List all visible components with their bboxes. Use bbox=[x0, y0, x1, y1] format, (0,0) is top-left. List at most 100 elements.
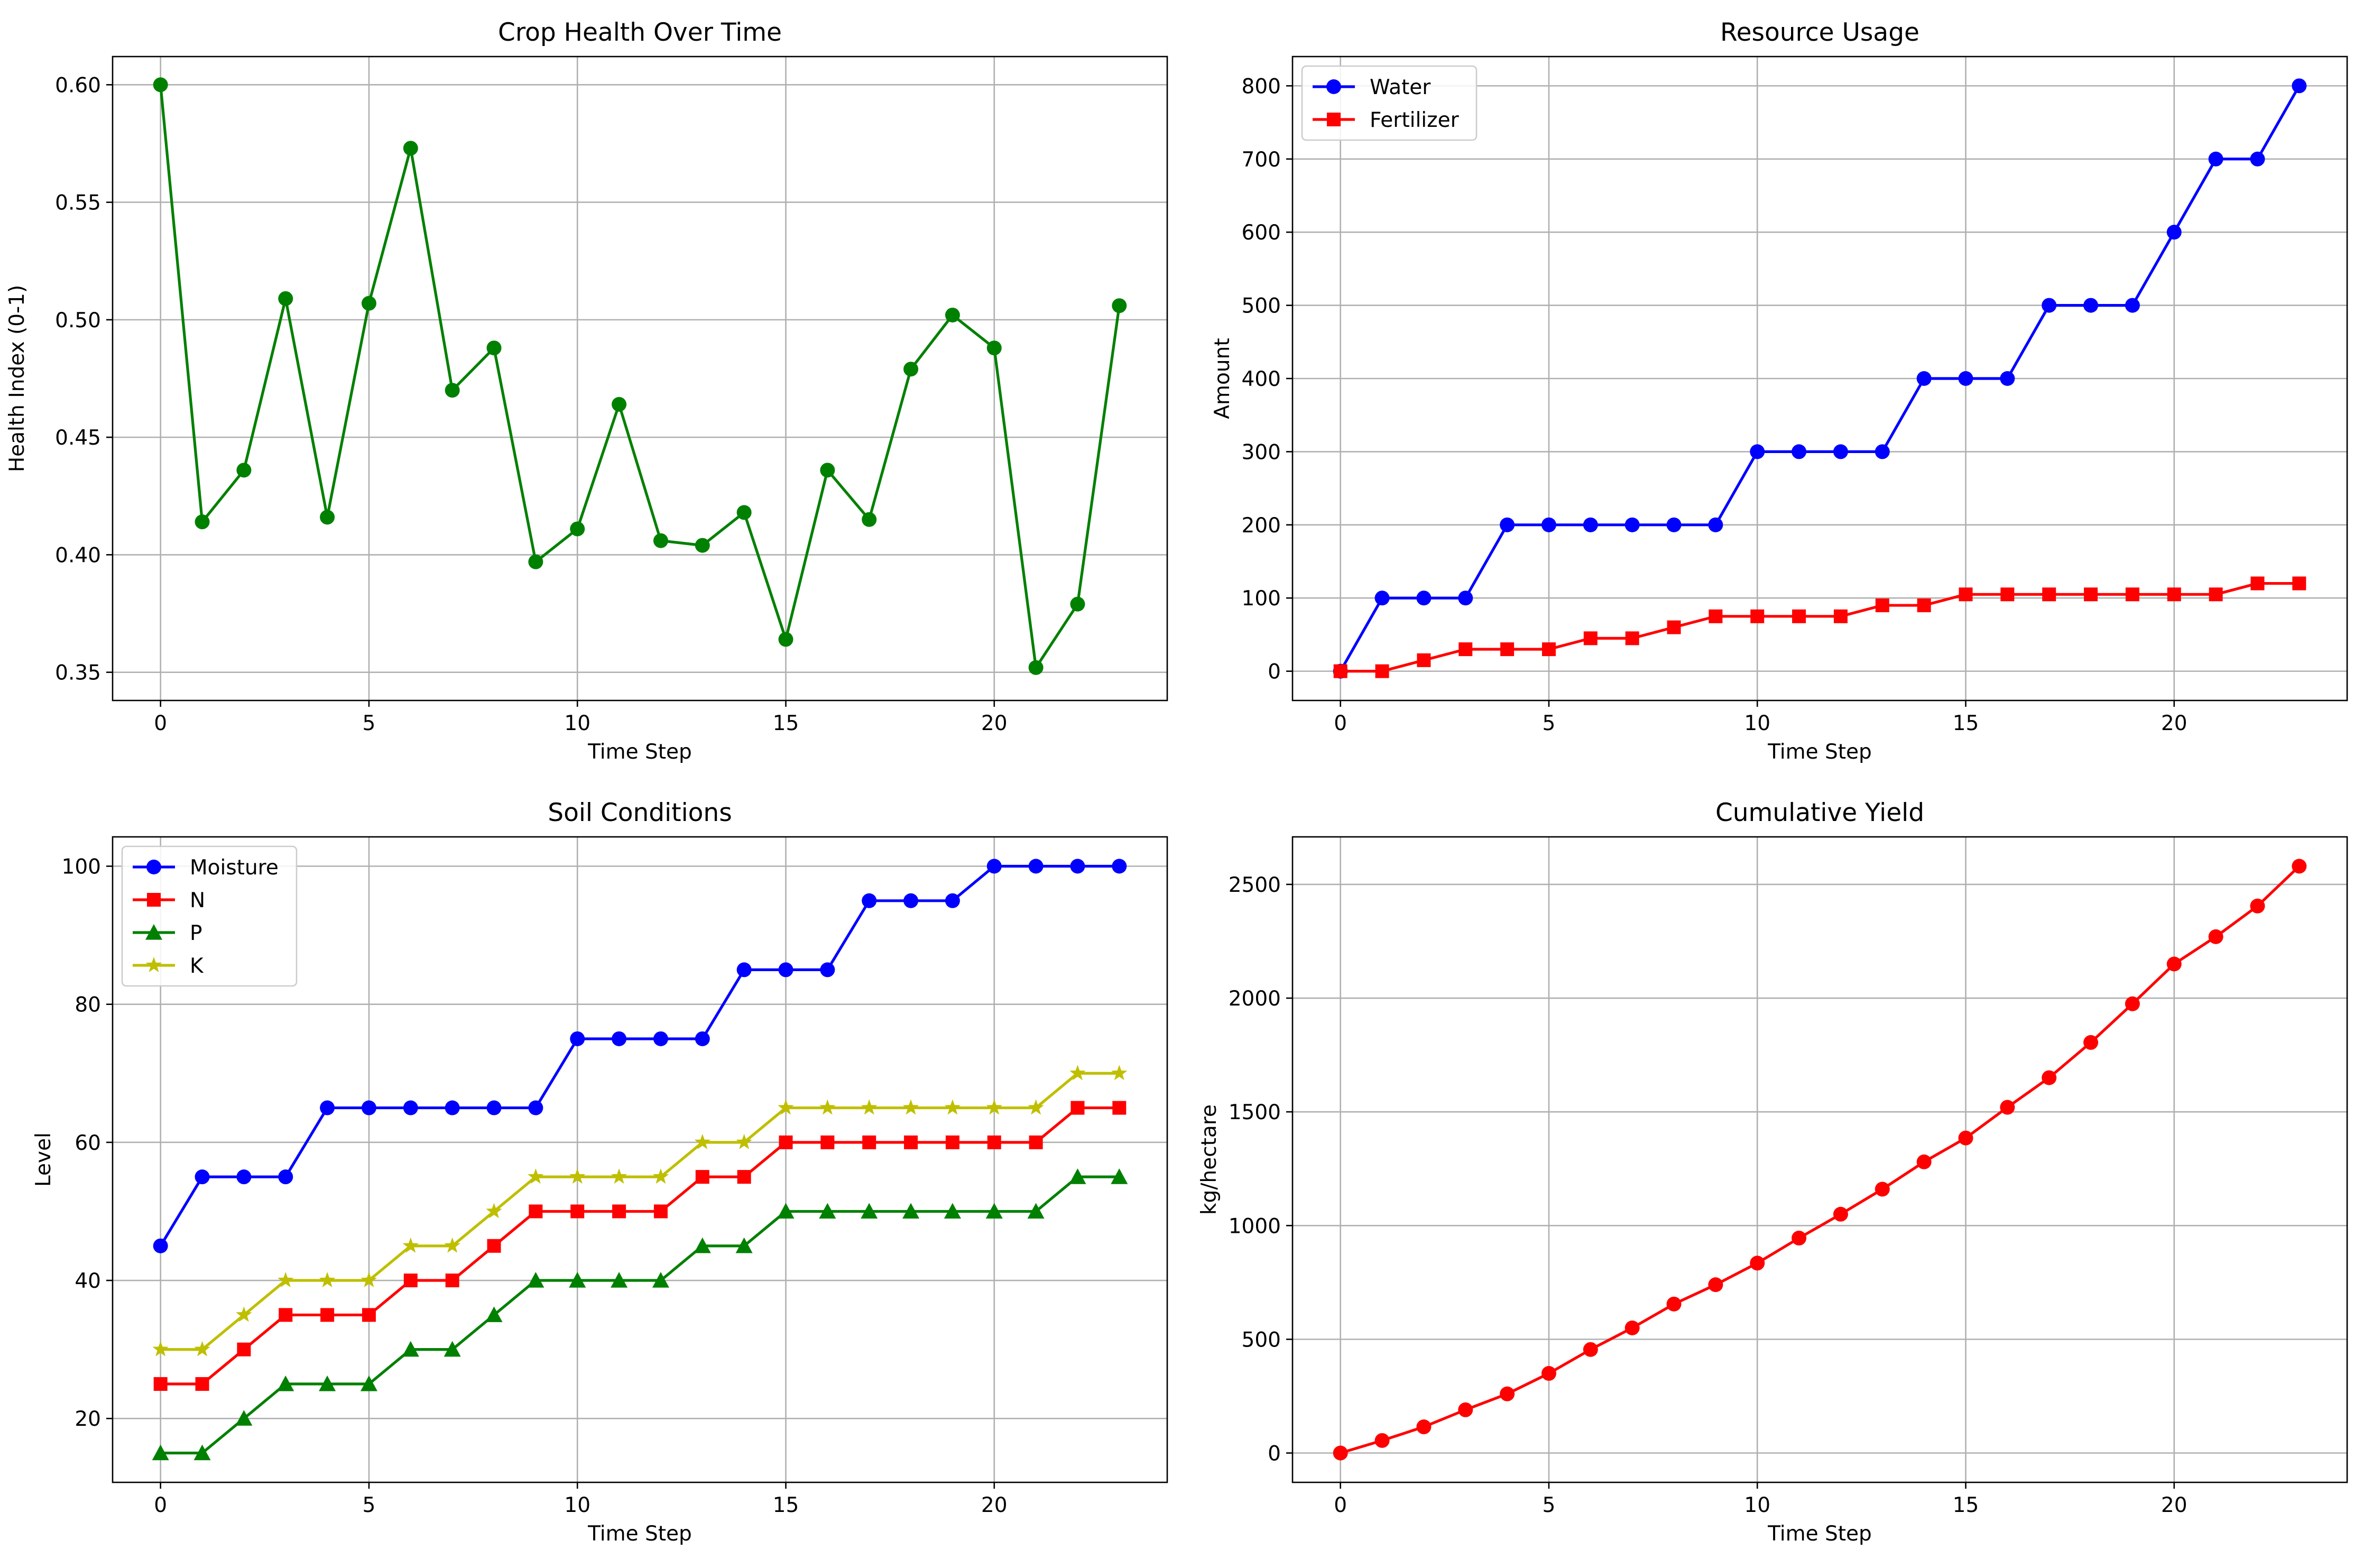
y-tick-label: 100 bbox=[1242, 587, 1281, 611]
x-axis-label: Time Step bbox=[587, 1522, 692, 1546]
subplot-4: 0 5 10 15 20 0 500 1000 1500 2000 2500 Cumulative Y… bbox=[1197, 798, 2348, 1546]
plot-frame bbox=[112, 56, 1168, 702]
data-point bbox=[2000, 587, 2015, 602]
data-point bbox=[944, 1099, 961, 1115]
data-point bbox=[861, 1203, 878, 1219]
data-point bbox=[486, 340, 502, 356]
data-point bbox=[277, 1375, 294, 1391]
data-point bbox=[1666, 517, 1682, 532]
data-point bbox=[1458, 591, 1473, 606]
data-point bbox=[903, 893, 919, 908]
data-point bbox=[320, 510, 335, 525]
y-axis-label: Level bbox=[32, 1132, 56, 1187]
data-point bbox=[779, 1135, 793, 1149]
data-point bbox=[1875, 1182, 1890, 1197]
data-point bbox=[2250, 151, 2265, 167]
data-point bbox=[486, 1203, 502, 1219]
data-point bbox=[736, 1133, 752, 1149]
data-point bbox=[570, 1031, 585, 1046]
y-tick-label: 20 bbox=[75, 1407, 101, 1431]
data-point bbox=[2250, 576, 2265, 591]
x-axis-label: Time Step bbox=[1767, 1522, 1872, 1546]
data-point bbox=[652, 1168, 669, 1184]
data-point bbox=[1459, 642, 1473, 657]
data-point bbox=[403, 1100, 418, 1115]
data-point bbox=[402, 1237, 419, 1253]
data-point bbox=[1028, 1099, 1044, 1115]
series-water bbox=[1333, 78, 2307, 679]
data-point bbox=[1416, 1419, 1432, 1435]
data-point bbox=[153, 1238, 168, 1253]
y-tick-label: 700 bbox=[1242, 148, 1281, 172]
data-point bbox=[987, 1135, 1001, 1149]
data-point bbox=[2208, 151, 2223, 167]
chart-title: Resource Usage bbox=[1720, 18, 1919, 47]
data-point bbox=[653, 533, 668, 548]
legend-item: Moisture bbox=[133, 856, 279, 880]
data-point bbox=[862, 512, 877, 527]
data-point bbox=[194, 1341, 210, 1357]
data-point bbox=[612, 1204, 626, 1219]
data-point bbox=[1111, 1168, 1128, 1184]
legend-label: Moisture bbox=[190, 856, 279, 880]
data-point bbox=[403, 141, 418, 156]
y-tick-label: 0.45 bbox=[55, 426, 101, 450]
data-point bbox=[1333, 1445, 1348, 1461]
data-point bbox=[320, 1100, 335, 1115]
y-tick-label: 0 bbox=[1268, 660, 1281, 684]
data-point bbox=[1112, 298, 1127, 313]
data-point bbox=[778, 1099, 794, 1115]
data-point bbox=[1916, 1154, 1932, 1169]
data-point bbox=[402, 1341, 419, 1357]
data-point bbox=[862, 893, 877, 908]
data-point bbox=[1500, 1386, 1515, 1401]
data-point bbox=[445, 383, 460, 398]
data-point bbox=[735, 1237, 753, 1253]
data-point bbox=[2209, 587, 2223, 602]
x-tick-label: 20 bbox=[981, 1493, 1008, 1517]
y-tick-label: 0 bbox=[1268, 1442, 1281, 1466]
data-point bbox=[362, 1308, 376, 1322]
data-point bbox=[1583, 631, 1598, 645]
data-point bbox=[360, 1375, 377, 1391]
data-point bbox=[486, 1100, 502, 1115]
data-point bbox=[235, 1410, 253, 1426]
chart-title: Crop Health Over Time bbox=[498, 18, 782, 47]
data-point bbox=[485, 1306, 503, 1322]
data-point bbox=[528, 554, 543, 569]
series-line bbox=[160, 1072, 1120, 1351]
x-tick-label: 10 bbox=[1744, 1493, 1770, 1517]
x-tick-label: 5 bbox=[363, 1493, 376, 1517]
y-axis-label: Health Index (0-1) bbox=[5, 285, 29, 472]
data-point bbox=[1416, 591, 1432, 606]
data-point bbox=[1833, 609, 1848, 623]
data-point bbox=[612, 396, 627, 412]
data-point bbox=[527, 1272, 544, 1288]
gridlines bbox=[1293, 57, 2347, 700]
data-point bbox=[569, 1168, 586, 1184]
data-point bbox=[2083, 1035, 2099, 1050]
data-point bbox=[1708, 1277, 1723, 1293]
data-point bbox=[820, 962, 835, 977]
data-point bbox=[1792, 444, 1807, 459]
data-point bbox=[778, 632, 793, 647]
data-point bbox=[153, 1377, 168, 1391]
data-point bbox=[1028, 660, 1044, 675]
data-point bbox=[361, 1272, 377, 1287]
x-tick-label: 15 bbox=[1953, 1493, 1979, 1517]
data-point bbox=[320, 1308, 335, 1322]
data-point bbox=[611, 1168, 627, 1184]
legend-label: P bbox=[190, 921, 202, 945]
data-point bbox=[777, 1203, 795, 1219]
data-point bbox=[945, 1135, 959, 1149]
data-point bbox=[736, 505, 752, 520]
data-point bbox=[1750, 444, 1765, 459]
data-point bbox=[319, 1375, 336, 1391]
data-point bbox=[1069, 1168, 1086, 1184]
data-point bbox=[279, 1308, 293, 1322]
data-point bbox=[569, 1272, 586, 1288]
data-point bbox=[153, 77, 168, 93]
data-point bbox=[1833, 444, 1848, 459]
data-point bbox=[403, 1274, 418, 1288]
data-point bbox=[1027, 1203, 1045, 1219]
